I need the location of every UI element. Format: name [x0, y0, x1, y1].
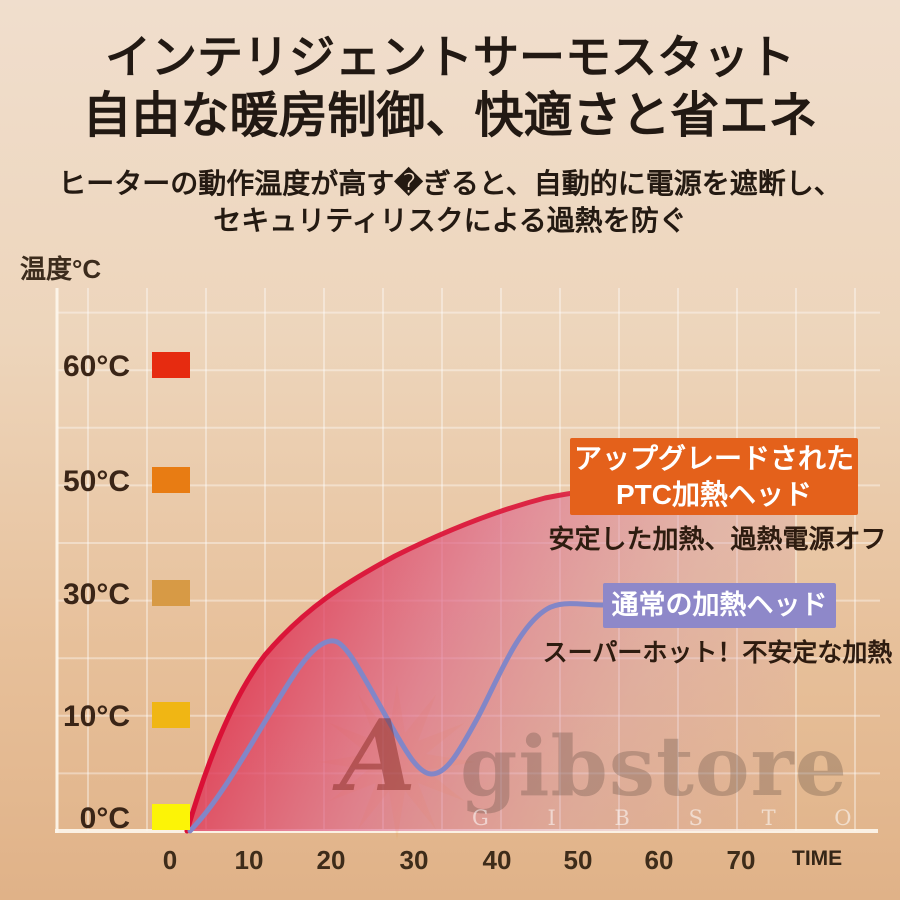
y-axis-title: 温度°C: [20, 254, 102, 284]
x-tick-60: 60: [644, 845, 674, 875]
y-tick-label-10: 10°C: [62, 700, 130, 733]
y-swatch-10: [152, 702, 190, 728]
normal-caption: スーパーホット！不安定な加熱: [542, 639, 893, 667]
page-title: インテリジェントサーモスタット: [105, 31, 795, 83]
normal-series-curve: [187, 601, 625, 834]
y-swatch-0: [152, 804, 190, 830]
description-line-2: セキュリティリスクによる過熱を防ぐ: [213, 205, 687, 236]
y-tick-label-30: 30°C: [62, 578, 130, 611]
y-swatch-50: [152, 467, 190, 493]
watermark-brand-name: gibstore: [460, 719, 848, 815]
normal-heating-badge: 通常の加熱ヘッド: [603, 583, 836, 628]
ptc-badge-line-1: アップグレードされた: [573, 443, 854, 474]
ptc-badge-line-2: PTC加熱ヘッド: [615, 479, 812, 510]
ptc-caption: 安定した加熱、過熱電源オフ: [548, 524, 887, 554]
ptc-heating-badge: アップグレードされた PTC加熱ヘッド: [570, 438, 858, 515]
x-tick-10: 10: [234, 845, 264, 875]
y-swatch-60: [152, 352, 190, 378]
x-tick-50: 50: [563, 845, 593, 875]
watermark-brand-name-spaced: G I B S T O R E: [472, 806, 900, 830]
x-axis-title: TIME: [792, 847, 843, 870]
x-tick-20: 20: [316, 845, 346, 875]
y-tick-label-60: 60°C: [62, 350, 130, 383]
page-subtitle-bold: 自由な暖房制御、快適さと省エネ: [82, 89, 818, 143]
x-tick-30: 30: [399, 845, 429, 875]
ptc-series-area: [187, 486, 795, 831]
watermark-logo-letter: A: [340, 699, 417, 814]
x-tick-40: 40: [482, 845, 512, 875]
x-tick-0: 0: [162, 845, 178, 875]
y-tick-label-50: 50°C: [62, 465, 130, 498]
normal-badge-label: 通常の加熱ヘッド: [611, 590, 828, 620]
y-tick-label-0: 0°C: [79, 802, 130, 835]
x-tick-70: 70: [726, 845, 756, 875]
description-line-1: ヒーターの動作温度が高す�ぎると、自動的に電源を遮断し、: [58, 168, 842, 199]
y-swatch-30: [152, 580, 190, 606]
